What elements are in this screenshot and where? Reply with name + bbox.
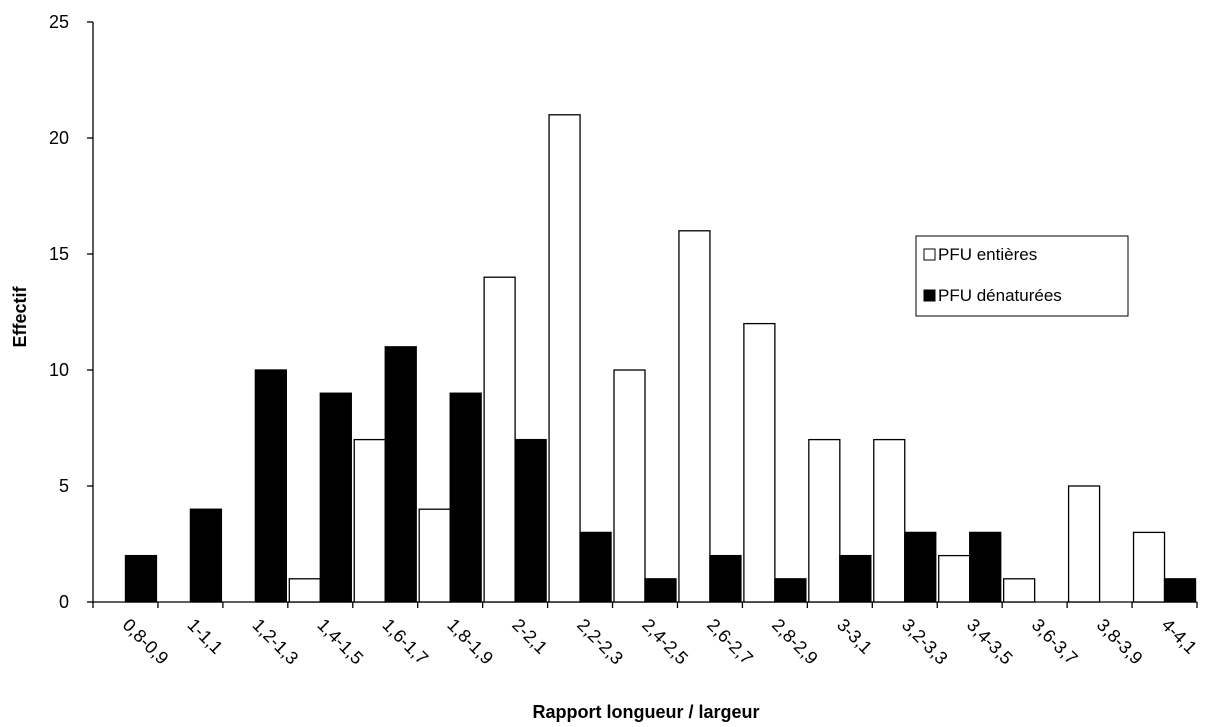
bar-pfu-entieres	[1002, 578, 1036, 603]
bar-pfu-denaturees	[644, 578, 677, 603]
bar-pfu-denaturees	[449, 392, 482, 603]
y-tick-label: 20	[49, 128, 69, 148]
bars	[124, 114, 1197, 603]
bar-pfu-denaturees	[1163, 578, 1197, 603]
bar-pfu-entieres	[743, 322, 776, 603]
y-tick-label: 15	[49, 244, 69, 264]
bar-pfu-entieres	[483, 276, 516, 603]
y-tick-label: 5	[59, 476, 69, 496]
bar-pfu-entieres	[613, 369, 646, 603]
legend-swatch-pfu-entieres	[923, 248, 936, 261]
x-tick-label: 2,8-2,9	[768, 615, 822, 669]
x-tick-label: 2,6-2,7	[703, 615, 757, 669]
x-tick-label: 1,8-1,9	[443, 615, 497, 669]
x-tick-label: 3,8-3,9	[1093, 615, 1147, 669]
x-tick-label: 2-2,1	[508, 615, 551, 658]
bar-pfu-denaturees	[254, 369, 288, 603]
x-tick-label: 0,8-0,9	[119, 615, 173, 669]
x-tick-label: 2,4-2,5	[638, 615, 692, 669]
bar-pfu-denaturees	[709, 554, 742, 603]
x-tick-label: 3,2-3,3	[898, 615, 952, 669]
legend-label-pfu-denaturees: PFU dénaturées	[938, 286, 1062, 305]
x-tick-labels: 0,8-0,9 1-1,1 1,2-1,3 1,4-1,5 1,6-1,7 1,8-1,9…	[119, 615, 1201, 669]
legend-swatch-pfu-denaturees	[923, 289, 936, 302]
bar-pfu-denaturees	[514, 438, 547, 603]
x-tick-label: 3,6-3,7	[1028, 615, 1082, 669]
legend-label-pfu-entieres: PFU entières	[938, 245, 1037, 264]
x-tick-label: 1,2-1,3	[249, 615, 303, 669]
x-tick-label: 3-3,1	[833, 615, 876, 658]
bar-pfu-entieres	[1132, 531, 1166, 603]
legend-box	[915, 235, 1129, 317]
bar-pfu-entieres	[938, 554, 971, 603]
bar-pfu-denaturees	[319, 392, 352, 603]
bar-pfu-denaturees	[124, 554, 158, 603]
y-tick-label: 25	[49, 12, 69, 32]
y-tick-label: 0	[59, 592, 69, 612]
bar-pfu-denaturees	[839, 554, 872, 603]
legend: PFU entières PFU dénaturées	[915, 235, 1129, 317]
bar-pfu-denaturees	[774, 578, 807, 603]
x-tick-label: 1-1,1	[184, 615, 227, 658]
bar-pfu-entieres	[548, 114, 581, 603]
bar-pfu-entieres	[678, 230, 711, 603]
bar-pfu-denaturees	[904, 531, 937, 603]
bar-pfu-entieres	[288, 578, 321, 603]
bar-pfu-entieres	[418, 508, 451, 603]
x-tick-label: 4-4,1	[1158, 615, 1201, 658]
x-axis-title: Rapport longueur / largeur	[532, 702, 759, 722]
y-ticks: 0 5 10 15 20 25	[49, 12, 93, 612]
bar-pfu-entieres	[873, 438, 906, 603]
x-tick-label: 1,6-1,7	[378, 615, 432, 669]
bar-pfu-denaturees	[579, 531, 612, 603]
x-tick-label: 2,2-2,3	[573, 615, 627, 669]
bar-pfu-denaturees	[384, 346, 417, 603]
y-axis-title: Effectif	[10, 285, 30, 347]
x-tick-label: 1,4-1,5	[313, 615, 367, 669]
bar-pfu-entieres	[808, 438, 841, 603]
bar-pfu-entieres	[1067, 485, 1101, 603]
x-ticks	[92, 602, 1198, 608]
bar-pfu-denaturees	[969, 531, 1002, 603]
y-tick-label: 10	[49, 360, 69, 380]
x-tick-label: 3,4-3,5	[963, 615, 1017, 669]
bar-pfu-denaturees	[189, 508, 223, 603]
bar-pfu-entieres	[353, 438, 386, 603]
